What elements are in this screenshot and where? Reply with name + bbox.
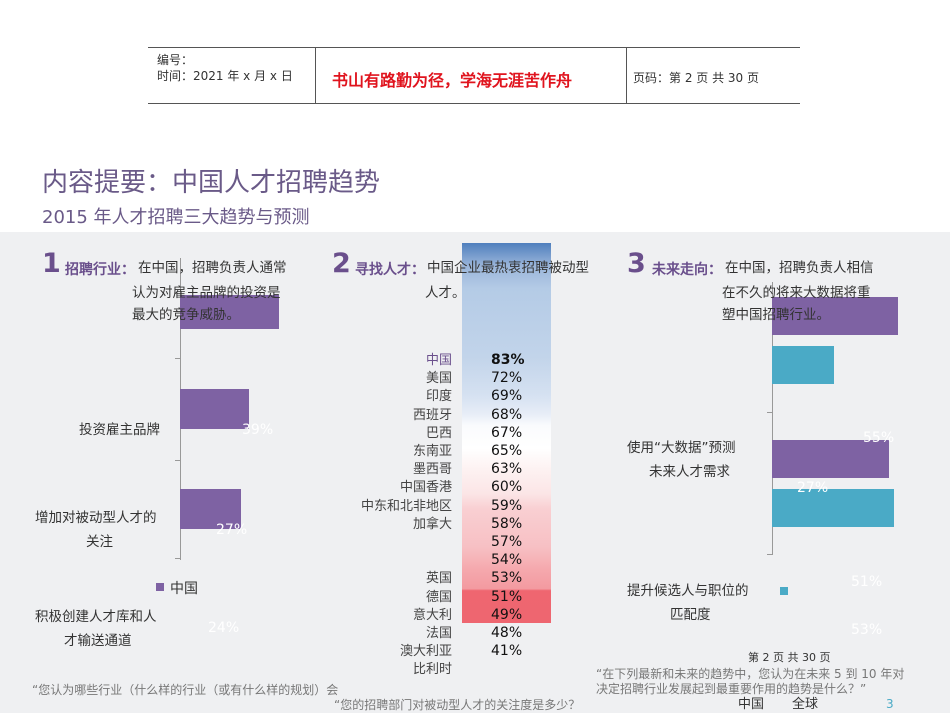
country-label: 巴西 bbox=[425, 426, 452, 441]
country-label: 英国 bbox=[425, 571, 452, 586]
country-value: 65% bbox=[491, 443, 523, 459]
page-footer: 第 2 页 共 30 页 bbox=[748, 651, 831, 664]
country-value: 63% bbox=[491, 461, 523, 477]
country-value: 51% bbox=[491, 589, 523, 605]
page-subtitle: 2015 年人才招聘三大趋势与预测 bbox=[42, 207, 310, 228]
footnote: “您的招聘部门对被动型人才的关注度是多少？ bbox=[334, 698, 581, 712]
item-label: 投资雇主品牌 bbox=[79, 422, 160, 438]
section-text: 塑中国招聘行业。 bbox=[722, 307, 830, 323]
section-text: 人才。 bbox=[425, 285, 466, 301]
bar-china bbox=[772, 440, 889, 478]
section-number: 3 bbox=[627, 248, 646, 279]
country-label: 加拿大 bbox=[412, 517, 452, 532]
country-label: 墨西哥 bbox=[412, 462, 452, 477]
item-label: 使用“大数据”预测 bbox=[627, 440, 736, 456]
country-value: 67% bbox=[491, 425, 523, 441]
country-label: 西班牙 bbox=[412, 408, 452, 423]
item-label: 才输送通道 bbox=[64, 633, 132, 649]
value-label: 24% bbox=[208, 620, 240, 636]
item-label: 关注 bbox=[86, 534, 113, 550]
serial-label: 编号： bbox=[157, 53, 194, 67]
tick bbox=[175, 358, 180, 359]
value-label: 55% bbox=[863, 430, 895, 446]
country-value: 60% bbox=[491, 479, 523, 495]
section-heading: 寻找人才： bbox=[355, 262, 425, 278]
section-number: 1 bbox=[42, 248, 61, 279]
footnote: “您认为哪些行业（什么样的行业（或有什么样的规划）会 bbox=[32, 683, 339, 697]
header-table: 编号： 时间：2021 年 x 月 x 日 书山有路勤为径，学海无涯苦作舟 页码… bbox=[148, 47, 800, 104]
value-label: 53% bbox=[851, 622, 883, 638]
bar-china bbox=[180, 389, 249, 429]
date: 时间：2021 年 x 月 x 日 bbox=[157, 69, 293, 83]
bar-global bbox=[772, 346, 834, 384]
motto: 书山有路勤为径，学海无涯苦作舟 bbox=[332, 71, 573, 90]
axis bbox=[772, 282, 773, 555]
bar-china bbox=[180, 489, 241, 529]
divider bbox=[315, 48, 316, 103]
country-value: 72% bbox=[491, 370, 523, 386]
page-info: 页码：第 2 页 共 30 页 bbox=[633, 71, 759, 85]
country-value: 41% bbox=[491, 643, 523, 659]
section-text: 中国企业最热衷招聘被动型 bbox=[427, 260, 589, 276]
legend-label: 中国 bbox=[170, 581, 198, 597]
country-value: 59% bbox=[491, 498, 523, 514]
section-text: 认为对雇主品牌的投资是 bbox=[132, 285, 281, 301]
legend-swatch bbox=[156, 583, 164, 591]
legend-label: 中国 bbox=[738, 697, 765, 712]
tick bbox=[767, 412, 772, 413]
legend-label: 全球 bbox=[792, 697, 819, 712]
country-label: 法国 bbox=[425, 626, 452, 641]
section-heading: 招聘行业： bbox=[65, 262, 135, 278]
bar-china bbox=[180, 295, 279, 329]
value-label: 39% bbox=[242, 422, 274, 438]
legend-swatch bbox=[780, 587, 788, 595]
section-text: 在中国，招聘负责人通常 bbox=[138, 260, 287, 276]
section-text: 在不久的将来大数据将重 bbox=[722, 285, 871, 301]
country-label: 美国 bbox=[425, 371, 452, 386]
bar-china bbox=[772, 297, 898, 335]
country-value: 69% bbox=[491, 388, 523, 404]
country-value: 49% bbox=[491, 607, 523, 623]
section-number: 2 bbox=[332, 248, 351, 279]
item-label: 未来人才需求 bbox=[649, 464, 730, 480]
footnote: 决定招聘行业发展起到最重要作用的趋势是什么？” bbox=[596, 682, 867, 696]
country-label: 中国香港 bbox=[399, 480, 452, 495]
country-value: 58% bbox=[491, 516, 523, 532]
tick bbox=[767, 554, 772, 555]
section-text: 在中国，招聘负责人相信 bbox=[725, 260, 874, 276]
country-label: 中国 bbox=[425, 353, 452, 368]
item-label: 积极创建人才库和人 bbox=[35, 609, 157, 625]
country-label: 印度 bbox=[425, 389, 452, 404]
item-label: 增加对被动型人才的 bbox=[35, 510, 157, 526]
section-heading: 未来走向： bbox=[652, 262, 722, 278]
country-value: 57% bbox=[491, 534, 523, 550]
country-label: 中东和北非地区 bbox=[360, 499, 452, 514]
country-value: 48% bbox=[491, 625, 523, 641]
value-label: 27% bbox=[797, 480, 829, 496]
page-title: 内容提要：中国人才招聘趋势 bbox=[42, 168, 381, 198]
country-value: 54% bbox=[491, 552, 523, 568]
item-label: 匹配度 bbox=[670, 607, 711, 623]
divider bbox=[626, 48, 627, 103]
tick bbox=[175, 558, 180, 559]
slide-number: 3 bbox=[886, 697, 894, 711]
section-text: 最大的竞争威胁。 bbox=[132, 307, 240, 323]
item-label: 提升候选人与职位的 bbox=[627, 583, 749, 599]
value-label: 51% bbox=[851, 574, 883, 590]
country-label: 东南亚 bbox=[412, 444, 452, 459]
country-label: 比利时 bbox=[412, 662, 452, 677]
country-label: 意大利 bbox=[412, 608, 452, 623]
country-value: 53% bbox=[491, 570, 523, 586]
country-value: 68% bbox=[491, 407, 523, 423]
country-label: 澳大利亚 bbox=[399, 644, 452, 659]
country-label: 德国 bbox=[425, 590, 452, 605]
country-value: 83% bbox=[491, 352, 525, 368]
footnote: “在下列最新和未来的趋势中，您认为在未来 5 到 10 年对 bbox=[596, 667, 905, 681]
tick bbox=[175, 460, 180, 461]
value-label: 27% bbox=[216, 522, 248, 538]
heat-column bbox=[462, 243, 551, 623]
bar-global bbox=[772, 489, 894, 527]
